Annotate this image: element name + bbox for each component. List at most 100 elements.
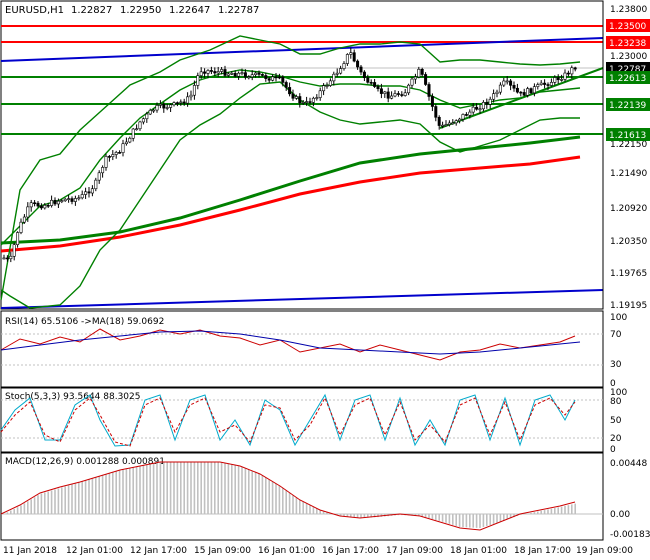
candle-body — [471, 106, 475, 113]
candle-body — [53, 199, 57, 205]
candle-body — [294, 96, 298, 99]
rsi-line — [0, 328, 576, 361]
candle-body — [165, 107, 169, 109]
time-tick-3: 12 Jan 17:00 — [130, 546, 187, 556]
time-axis: 11 Jan 2018 12 Jan 01:00 12 Jan 17:00 15… — [1, 539, 633, 556]
macd-tick-top: 0.00448 — [610, 459, 647, 469]
candle-body — [46, 204, 50, 207]
chart-header-close: 1.22787 — [218, 5, 259, 16]
candle-body — [369, 82, 373, 84]
price-label-6: 1.21613 — [609, 131, 646, 141]
candle-body — [56, 200, 60, 205]
macd-panel[interactable]: MACD(12,26,9) 0.001288 0.000891 0.00448 … — [0, 452, 650, 541]
price-label-3: 1.22787 — [609, 65, 646, 75]
candle-body — [430, 96, 434, 107]
channel-bottom-line[interactable] — [0, 289, 604, 309]
candle-body — [104, 156, 108, 168]
candle-body — [311, 97, 315, 103]
candle-body — [220, 69, 224, 72]
candle-body — [427, 84, 431, 97]
candle-body — [437, 116, 441, 126]
candle-body — [305, 101, 309, 103]
candle-body — [250, 74, 254, 78]
candle-body — [107, 156, 111, 158]
rsi-ma-line — [0, 330, 581, 355]
stoch-tick-100: 100 — [610, 388, 627, 398]
candle-body — [26, 206, 30, 218]
candle-body — [549, 82, 553, 86]
candle-body — [277, 76, 281, 79]
candle-body — [271, 76, 275, 81]
candle-body — [288, 87, 292, 95]
candle-body — [87, 191, 91, 194]
candle-body — [94, 179, 98, 190]
candle-body — [148, 109, 152, 115]
time-tick-4: 15 Jan 09:00 — [194, 546, 251, 556]
candle-body — [254, 72, 258, 76]
candle-body — [70, 198, 74, 202]
price-tick-4: 1.21490 — [610, 169, 647, 179]
candlestick-series[interactable] — [2, 47, 577, 263]
candle-body — [162, 103, 166, 109]
candle-body — [461, 114, 465, 120]
candle-body — [77, 197, 81, 200]
candle-body — [158, 103, 162, 106]
candle-body — [505, 80, 509, 83]
price-tick-7: 1.19765 — [610, 269, 647, 279]
time-tick-6: 16 Jan 17:00 — [322, 546, 379, 556]
candle-body — [342, 63, 346, 69]
moving-average-long — [0, 135, 581, 245]
candle-body — [379, 88, 383, 94]
chart-header-low: 1.22647 — [169, 5, 210, 16]
candle-body — [5, 257, 9, 260]
time-tick-8: 18 Jan 01:00 — [450, 546, 507, 556]
stoch-tick-80: 80 — [610, 397, 622, 407]
candle-body — [546, 84, 550, 86]
candle-body — [566, 72, 570, 75]
candle-body — [519, 91, 523, 94]
candle-body — [182, 101, 186, 104]
candle-body — [495, 91, 499, 95]
candle-body — [539, 82, 543, 85]
candle-body — [444, 124, 448, 126]
candle-body — [553, 77, 557, 83]
candle-body — [390, 95, 394, 99]
candle-body — [16, 232, 20, 245]
candle-body — [175, 102, 179, 104]
price-tick-3: 1.22150 — [610, 140, 647, 150]
channel-top-line[interactable] — [0, 37, 604, 62]
price-label-box-4 — [606, 71, 650, 84]
candle-body — [522, 92, 526, 96]
candle-body — [447, 122, 451, 125]
time-tick-10: 19 Jan 09:00 — [576, 546, 633, 556]
candle-body — [124, 141, 128, 145]
candle-body — [97, 172, 101, 181]
stoch-panel[interactable]: Stoch(5,3,3) 93.5644 88.3025 100 80 50 2… — [0, 387, 627, 455]
candle-body — [291, 93, 295, 99]
candle-body — [247, 76, 251, 79]
candle-body — [267, 78, 271, 81]
candle-body — [36, 202, 40, 207]
candle-body — [138, 121, 142, 130]
candle-body — [131, 128, 135, 139]
candle-body — [492, 93, 496, 100]
price-label-2: 1.23238 — [609, 39, 646, 49]
time-tick-1: 11 Jan 2018 — [3, 546, 57, 556]
time-tick-9: 18 Jan 17:00 — [514, 546, 571, 556]
candle-body — [529, 88, 533, 94]
candle-body — [141, 118, 145, 123]
candle-body — [73, 198, 77, 202]
time-tick-2: 12 Jan 01:00 — [66, 546, 123, 556]
candle-body — [213, 71, 217, 74]
rsi-panel[interactable]: RSI(14) 65.5106 ->MA(18) 59.0692 100 70 … — [0, 310, 627, 389]
candle-body — [22, 216, 26, 223]
price-panel[interactable]: EURUSD,H1 1.22827 1.22950 1.22647 1.2278… — [0, 0, 604, 310]
candle-body — [451, 122, 455, 125]
moving-average-slow — [0, 155, 581, 253]
candle-body — [383, 91, 387, 94]
candle-body — [169, 104, 173, 108]
stoch-tick-0: 0 — [610, 445, 616, 455]
candle-body — [203, 71, 207, 74]
